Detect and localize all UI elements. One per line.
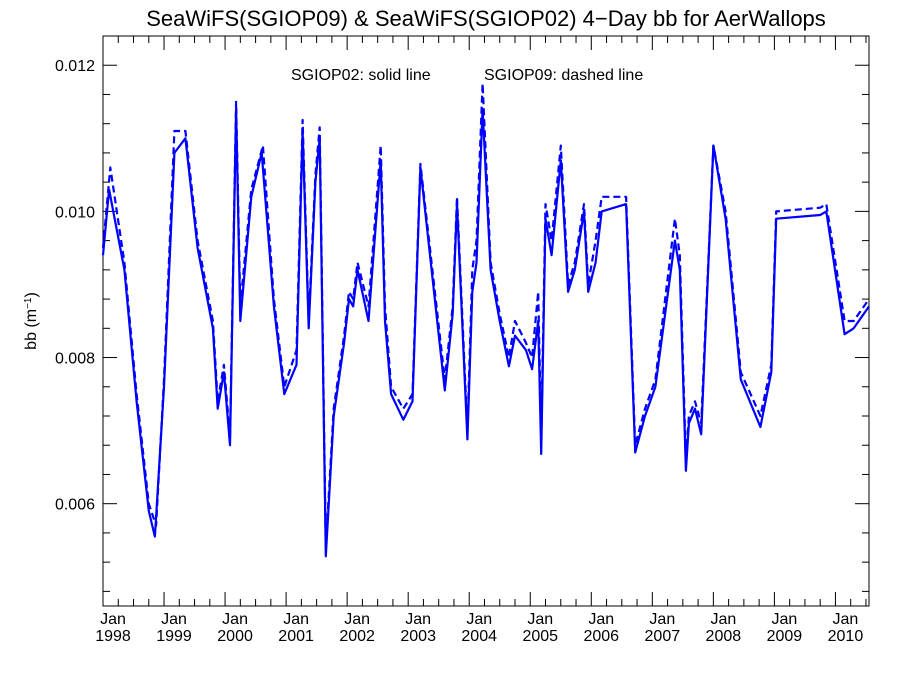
y-axis-label-base: bb (m [23, 309, 40, 350]
x-tick-year-label: 2003 [400, 628, 436, 645]
x-tick-year-label: 2002 [339, 628, 375, 645]
x-tick-month-label: Jan [466, 611, 492, 628]
sgiop09-dashed-line [101, 82, 870, 549]
x-tick-month-label: Jan [649, 611, 675, 628]
x-tick-year-label: 2005 [522, 628, 558, 645]
x-tick-year-label: 1999 [156, 628, 192, 645]
x-tick-month-label: Jan [405, 611, 431, 628]
annotation-solid-line: SGIOP02: solid line [291, 67, 431, 84]
x-tick-year-label: 2008 [706, 628, 742, 645]
x-tick-month-label: Jan [710, 611, 736, 628]
x-tick-month-label: Jan [100, 611, 126, 628]
x-tick-month-label: Jan [527, 611, 553, 628]
x-tick-year-label: 2006 [583, 628, 619, 645]
x-tick-year-label: 2004 [461, 628, 497, 645]
y-tick-label: 0.010 [55, 204, 95, 221]
x-tick-month-label: Jan [161, 611, 187, 628]
x-tick-month-label: Jan [771, 611, 797, 628]
axis-ticks: 0.0060.0080.0100.012Jan1998Jan1999Jan200… [55, 35, 869, 645]
x-tick-month-label: Jan [283, 611, 309, 628]
y-axis-label: bb (m−1) [23, 292, 41, 350]
y-axis-label-exponent: −1 [23, 297, 34, 309]
x-tick-year-label: 2007 [645, 628, 681, 645]
x-tick-month-label: Jan [222, 611, 248, 628]
y-tick-label: 0.012 [55, 58, 95, 75]
x-tick-month-label: Jan [344, 611, 370, 628]
annotation-dashed-line: SGIOP09: dashed line [484, 67, 643, 84]
x-tick-month-label: Jan [833, 611, 859, 628]
x-tick-year-label: 2000 [217, 628, 253, 645]
x-tick-year-label: 2009 [767, 628, 803, 645]
x-tick-year-label: 2010 [828, 628, 864, 645]
plot-frame [102, 35, 870, 607]
y-tick-label: 0.006 [55, 497, 95, 514]
x-tick-year-label: 2001 [278, 628, 314, 645]
y-tick-label: 0.008 [55, 351, 95, 368]
chart-title: SeaWiFS(SGIOP09) & SeaWiFS(SGIOP02) 4−Da… [146, 6, 826, 31]
y-axis-label-close: ) [23, 292, 40, 297]
x-tick-year-label: 1998 [95, 628, 131, 645]
x-tick-month-label: Jan [588, 611, 614, 628]
data-series [101, 82, 870, 558]
